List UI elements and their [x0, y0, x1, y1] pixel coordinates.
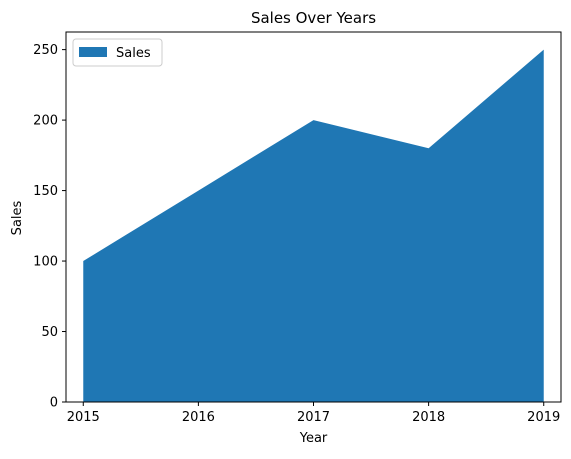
x-tick-label: 2018	[412, 410, 445, 425]
legend-swatch-sales	[79, 47, 107, 57]
y-tick-label: 150	[33, 184, 58, 199]
x-axis-ticks: 2015 2016 2017 2018 2019	[67, 402, 561, 425]
chart-title: Sales Over Years	[251, 9, 376, 27]
y-tick-label: 50	[41, 325, 58, 340]
x-tick-label: 2016	[182, 410, 215, 425]
y-axis-label: Sales	[10, 200, 25, 235]
y-axis-ticks: 0 50 100 150 200 250	[33, 43, 66, 410]
x-tick-label: 2017	[297, 410, 330, 425]
y-tick-label: 100	[33, 255, 58, 270]
x-tick-label: 2019	[527, 410, 560, 425]
plot-area	[83, 50, 543, 402]
legend: Sales	[73, 39, 162, 66]
x-axis-label: Year	[299, 431, 328, 446]
legend-label-sales: Sales	[116, 46, 151, 61]
area-series-sales	[83, 50, 543, 402]
y-tick-label: 250	[33, 43, 58, 58]
y-tick-label: 200	[33, 114, 58, 129]
y-tick-label: 0	[50, 396, 58, 411]
x-tick-label: 2015	[67, 410, 100, 425]
